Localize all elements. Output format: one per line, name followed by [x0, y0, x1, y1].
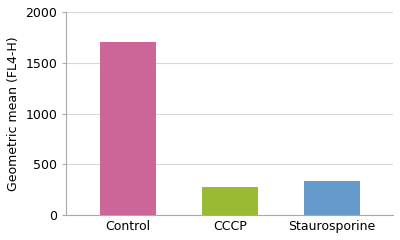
Bar: [202, 187, 258, 215]
Bar: [304, 181, 360, 215]
Y-axis label: Geometric mean (FL4-H): Geometric mean (FL4-H): [7, 36, 20, 191]
Bar: [100, 42, 156, 215]
